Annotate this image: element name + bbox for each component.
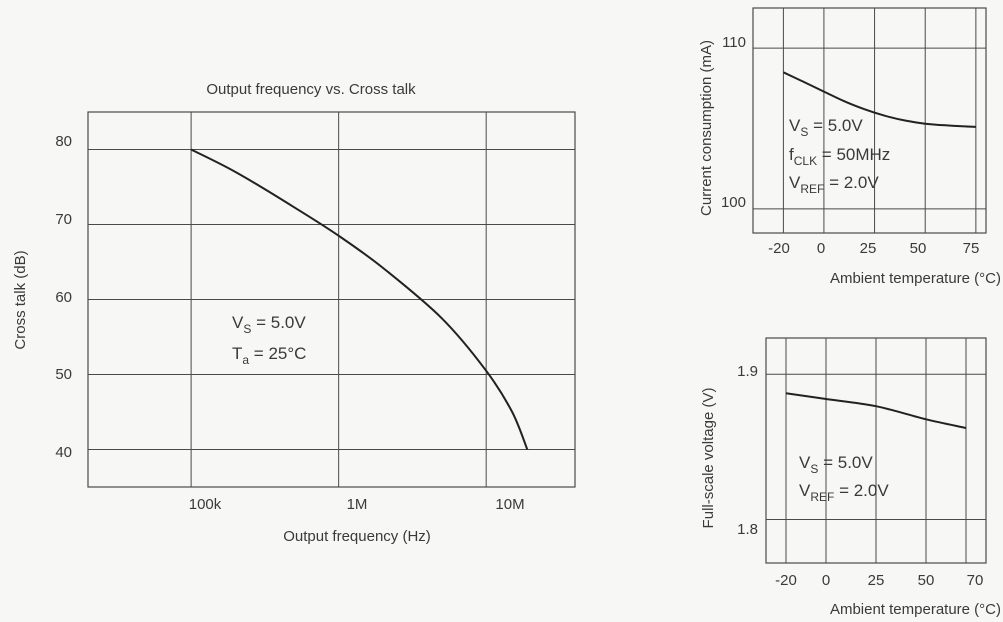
annotation-vref: VREF = 2.0V — [799, 481, 889, 504]
x-tick-label: 75 — [963, 240, 980, 257]
current-x-ticks: -20 0 25 50 75 — [768, 240, 979, 257]
x-tick-label: -20 — [768, 240, 790, 257]
crosstalk-y-ticks: 80 70 60 50 40 — [55, 133, 72, 461]
y-tick-label: 80 — [55, 133, 72, 150]
x-tick-label: 10M — [495, 496, 524, 513]
x-tick-label: 50 — [910, 240, 927, 257]
x-tick-label: -20 — [775, 572, 797, 589]
fullscale-grid — [766, 338, 986, 563]
x-tick-label: 25 — [868, 572, 885, 589]
crosstalk-x-ticks: 100k 1M 10M — [189, 496, 525, 513]
y-tick-label: 40 — [55, 444, 72, 461]
annotation-vs: VS = 5.0V — [789, 116, 863, 139]
y-tick-label: 1.9 — [737, 363, 758, 380]
fullscale-y-axis-label: Full-scale voltage (V) — [700, 388, 717, 529]
annotation-vs: VS = 5.0V — [799, 453, 873, 476]
current-grid — [753, 8, 986, 233]
current-plot-frame — [752, 7, 987, 234]
x-tick-label: 0 — [817, 240, 825, 257]
y-tick-label: 70 — [55, 211, 72, 228]
crosstalk-y-axis-label: Cross talk (dB) — [12, 250, 29, 349]
crosstalk-x-axis-label: Output frequency (Hz) — [283, 528, 431, 545]
crosstalk-annotation: VS = 5.0V Ta = 25°C — [232, 313, 306, 367]
x-tick-label: 1M — [347, 496, 368, 513]
fullscale-y-ticks: 1.9 1.8 — [737, 363, 758, 538]
current-annotation: VS = 5.0V fCLK = 50MHz VREF = 2.0V — [789, 116, 890, 196]
y-tick-label: 60 — [55, 289, 72, 306]
y-tick-label: 50 — [55, 366, 72, 383]
fullscale-chart: 1.9 1.8 -20 0 25 50 70 Ambient temperatu… — [700, 337, 1001, 618]
annotation-ta: Ta = 25°C — [232, 344, 306, 367]
current-curve — [782, 71, 976, 128]
current-y-axis-label: Current consumption (mA) — [698, 40, 715, 216]
fullscale-curve — [785, 392, 967, 429]
y-tick-label: 110 — [722, 34, 746, 51]
x-tick-label: 70 — [967, 572, 984, 589]
x-tick-label: 25 — [860, 240, 877, 257]
fullscale-x-axis-label: Ambient temperature (°C) — [830, 601, 1001, 618]
fullscale-x-ticks: -20 0 25 50 70 — [775, 572, 983, 589]
x-tick-label: 100k — [189, 496, 222, 513]
crosstalk-chart: Output frequency vs. Cross talk 80 70 60… — [12, 81, 576, 545]
y-tick-label: 100 — [721, 194, 746, 211]
current-x-axis-label: Ambient temperature (°C) — [830, 270, 1001, 287]
annotation-vs: VS = 5.0V — [232, 313, 306, 336]
annotation-fclk: fCLK = 50MHz — [789, 145, 890, 168]
current-y-ticks: 110 100 — [721, 34, 746, 211]
annotation-vref: VREF = 2.0V — [789, 173, 879, 196]
x-tick-label: 0 — [822, 572, 830, 589]
current-chart: 110 100 -20 0 25 50 75 Ambient temperatu… — [698, 7, 1001, 287]
x-tick-label: 50 — [918, 572, 935, 589]
fullscale-annotation: VS = 5.0V VREF = 2.0V — [799, 453, 889, 504]
y-tick-label: 1.8 — [737, 521, 758, 538]
crosstalk-title: Output frequency vs. Cross talk — [206, 81, 416, 98]
crosstalk-grid — [88, 112, 575, 487]
crosstalk-curve — [190, 148, 529, 450]
